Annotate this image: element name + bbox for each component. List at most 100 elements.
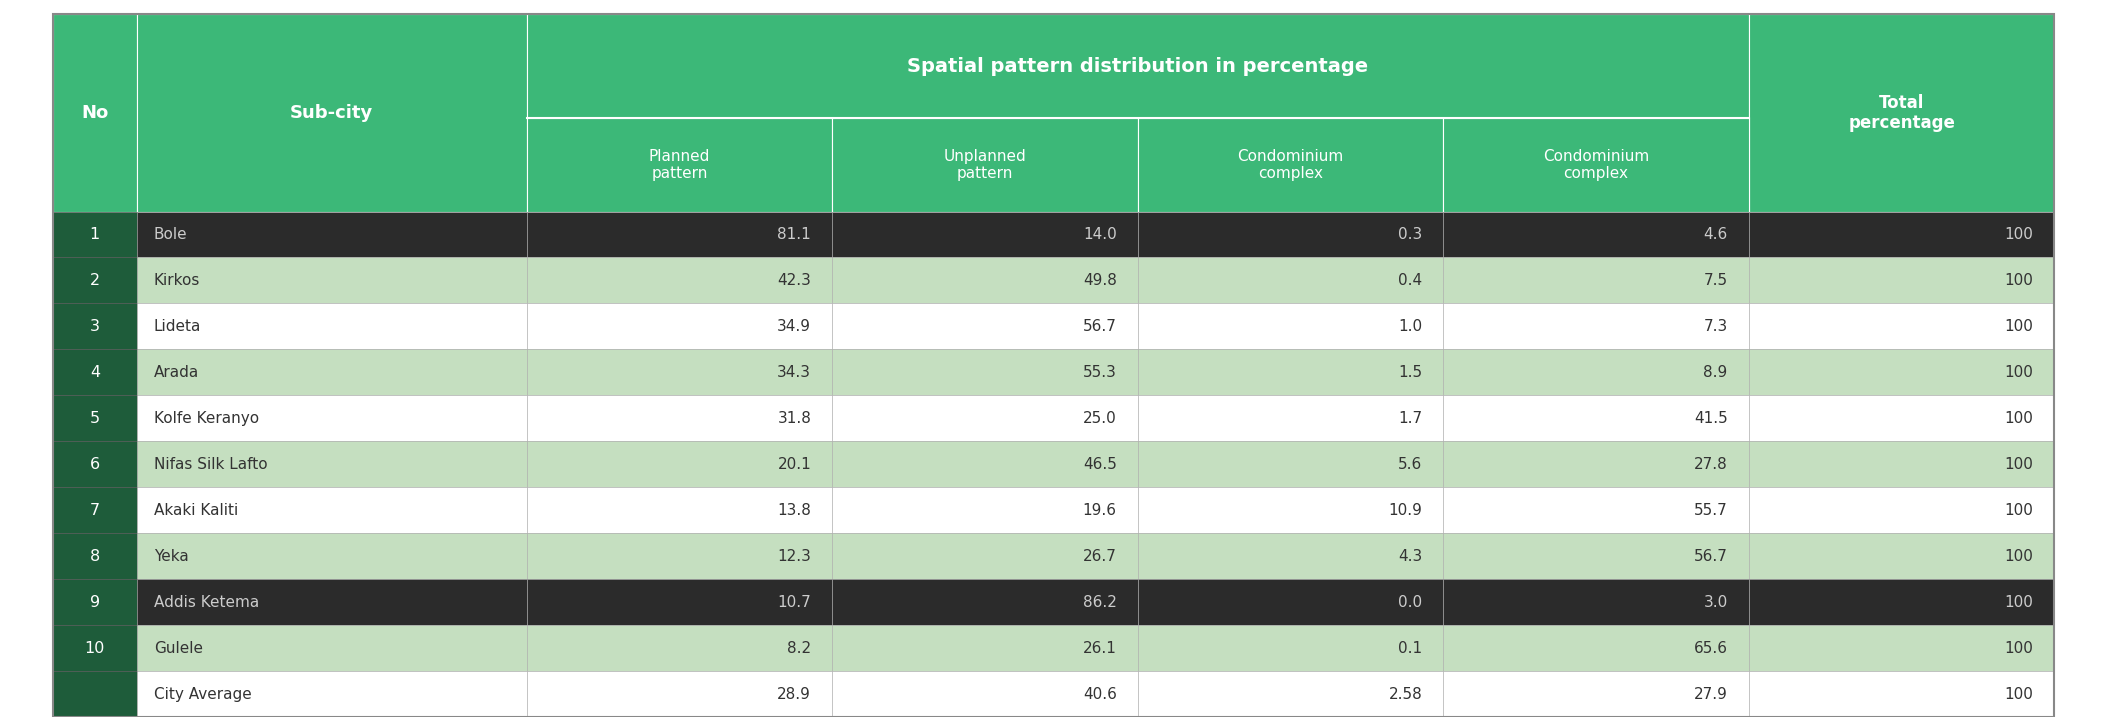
Text: 7.3: 7.3 [1702, 319, 1728, 334]
Bar [53, 303, 137, 349]
Bar [1443, 212, 1749, 257]
Text: Yeka: Yeka [154, 549, 188, 564]
Bar [832, 533, 1138, 579]
Bar [1443, 349, 1749, 395]
Text: 28.9: 28.9 [777, 686, 811, 701]
Bar [1749, 671, 2054, 717]
Text: No: No [82, 104, 107, 122]
Bar [832, 303, 1138, 349]
Text: 8.2: 8.2 [788, 640, 811, 655]
Bar [137, 579, 527, 625]
Text: 34.3: 34.3 [777, 365, 811, 380]
Bar [527, 395, 832, 441]
Text: 1: 1 [91, 227, 99, 242]
Bar [1138, 441, 1443, 488]
Bar [1138, 257, 1443, 303]
Bar [832, 212, 1138, 257]
Text: 12.3: 12.3 [777, 549, 811, 564]
Bar [1749, 257, 2054, 303]
Bar [137, 395, 527, 441]
Bar [137, 212, 527, 257]
Bar [527, 212, 832, 257]
Text: 86.2: 86.2 [1083, 594, 1117, 609]
Text: 0.0: 0.0 [1399, 594, 1422, 609]
Text: Planned
pattern: Planned pattern [649, 148, 710, 181]
Bar [1749, 488, 2054, 533]
Bar [53, 257, 137, 303]
Text: 100: 100 [2004, 319, 2033, 334]
Text: 4: 4 [91, 365, 99, 380]
Bar [527, 579, 832, 625]
Text: 13.8: 13.8 [777, 503, 811, 518]
Bar [1138, 488, 1443, 533]
Text: 100: 100 [2004, 411, 2033, 426]
Bar [1443, 118, 1749, 212]
Bar [527, 14, 1749, 118]
Bar [1138, 625, 1443, 671]
Text: 56.7: 56.7 [1694, 549, 1728, 564]
Text: 19.6: 19.6 [1083, 503, 1117, 518]
Bar [1749, 395, 2054, 441]
Text: 100: 100 [2004, 273, 2033, 288]
Text: 31.8: 31.8 [777, 411, 811, 426]
Text: 4.3: 4.3 [1397, 549, 1422, 564]
Bar [832, 671, 1138, 717]
Bar [1749, 303, 2054, 349]
Text: 100: 100 [2004, 457, 2033, 472]
Bar [1443, 303, 1749, 349]
Bar [527, 625, 832, 671]
Bar [527, 118, 832, 212]
Text: Kolfe Keranyo: Kolfe Keranyo [154, 411, 259, 426]
Bar [137, 625, 527, 671]
Bar [137, 671, 527, 717]
Text: 5: 5 [91, 411, 99, 426]
Bar [527, 533, 832, 579]
Bar [53, 488, 137, 533]
Text: Sub-city: Sub-city [291, 104, 373, 122]
Text: 14.0: 14.0 [1083, 227, 1117, 242]
Bar [137, 488, 527, 533]
Bar [527, 671, 832, 717]
Text: 46.5: 46.5 [1083, 457, 1117, 472]
Text: 34.9: 34.9 [777, 319, 811, 334]
Text: 27.8: 27.8 [1694, 457, 1728, 472]
Text: City Average: City Average [154, 686, 251, 701]
Bar [1749, 579, 2054, 625]
Text: 7: 7 [91, 503, 99, 518]
Bar [1749, 212, 2054, 257]
Text: 0.3: 0.3 [1397, 227, 1422, 242]
Text: 2.58: 2.58 [1389, 686, 1422, 701]
Bar [53, 441, 137, 488]
Text: 2: 2 [91, 273, 99, 288]
Bar [1749, 625, 2054, 671]
Bar [1749, 349, 2054, 395]
Text: 20.1: 20.1 [777, 457, 811, 472]
Text: Addis Ketema: Addis Ketema [154, 594, 259, 609]
Bar [137, 14, 527, 212]
Text: 1.0: 1.0 [1399, 319, 1422, 334]
Bar [1443, 441, 1749, 488]
Bar [832, 441, 1138, 488]
Bar [1749, 441, 2054, 488]
Bar [1443, 671, 1749, 717]
Bar [527, 441, 832, 488]
Text: 9: 9 [91, 594, 99, 609]
Text: 55.3: 55.3 [1083, 365, 1117, 380]
Bar [53, 625, 137, 671]
Bar [1138, 349, 1443, 395]
Bar [53, 533, 137, 579]
Text: Lideta: Lideta [154, 319, 200, 334]
Bar [53, 579, 137, 625]
Text: 10.9: 10.9 [1389, 503, 1422, 518]
Text: 3.0: 3.0 [1702, 594, 1728, 609]
Text: 100: 100 [2004, 640, 2033, 655]
Text: 26.1: 26.1 [1083, 640, 1117, 655]
Text: 100: 100 [2004, 365, 2033, 380]
Bar [1138, 303, 1443, 349]
Text: 1.7: 1.7 [1399, 411, 1422, 426]
Text: 4.6: 4.6 [1702, 227, 1728, 242]
Bar [137, 441, 527, 488]
Bar [527, 303, 832, 349]
Bar [1138, 533, 1443, 579]
Bar [137, 533, 527, 579]
